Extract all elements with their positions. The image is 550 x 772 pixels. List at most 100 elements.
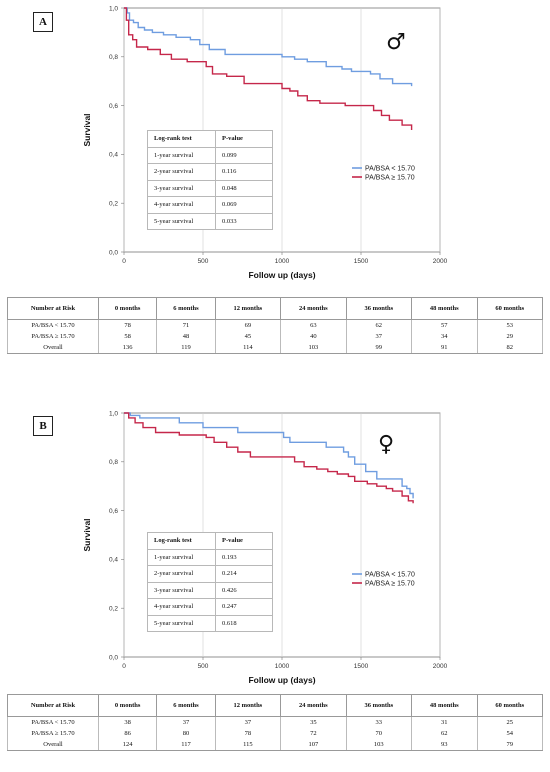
x-tick-label: 2000 (433, 258, 448, 265)
risk-cell: 103 (345, 739, 413, 751)
risk-header: 0 months (97, 297, 158, 320)
risk-cell: 35 (280, 716, 347, 728)
risk-header: 48 months (411, 297, 478, 320)
logrank-row: 5-year survival 0.618 (147, 614, 273, 632)
survival-chart-female: 0 500 1000 1500 2000 0,0 0,2 0,4 0,6 0,8 1,0 Follow… (82, 410, 448, 685)
risk-cell: 115 (214, 739, 282, 751)
y-tick-label: 0,4 (109, 152, 118, 159)
y-axis-title: Survival (82, 113, 92, 146)
y-tick-label: 1,0 (109, 5, 118, 12)
logrank-row: 1-year survival 0.099 (147, 146, 273, 164)
risk-group: PA/BSA < 15.70 (7, 716, 99, 728)
risk-header-row: Number at Risk 0 months 6 months 12 mont… (7, 297, 543, 320)
x-tick-label: 1500 (354, 663, 369, 670)
risk-group: Overall (7, 739, 99, 751)
logrank-header-test: Log-rank test (147, 532, 216, 550)
risk-cell: 31 (411, 716, 478, 728)
risk-cell: 93 (411, 739, 478, 751)
y-tick-label: 0,2 (109, 201, 118, 208)
risk-cell: 71 (156, 319, 216, 331)
risk-group: Overall (7, 342, 99, 354)
risk-cell: 48 (156, 331, 216, 342)
risk-header: 6 months (156, 694, 216, 717)
risk-header: 36 months (345, 694, 413, 717)
logrank-pvalue: 0.048 (215, 179, 273, 197)
x-tick-label: 500 (198, 663, 209, 670)
x-tick-label: 1500 (354, 258, 369, 265)
risk-cell: 34 (411, 331, 478, 342)
risk-cell: 78 (97, 319, 158, 331)
logrank-row: 3-year survival 0.426 (147, 581, 273, 599)
logrank-row: 1-year survival 0.193 (147, 548, 273, 566)
risk-header: Number at Risk (7, 297, 99, 320)
legend-label: PA/BSA < 15.70 (365, 166, 415, 173)
logrank-test-name: 2-year survival (147, 565, 216, 583)
x-tick-label: 0 (122, 258, 126, 265)
risk-cell: 58 (97, 331, 158, 342)
logrank-pvalue: 0.247 (215, 598, 273, 616)
x-tick-label: 1000 (275, 258, 290, 265)
female-symbol-icon: ♀ (378, 432, 394, 457)
risk-cell: 62 (345, 319, 413, 331)
logrank-test-name: 5-year survival (147, 614, 216, 632)
risk-cell: 107 (280, 739, 347, 751)
risk-row: Overall 136 119 114 103 99 91 82 (7, 342, 543, 354)
risk-cell: 79 (476, 739, 543, 751)
risk-header: 24 months (280, 297, 347, 320)
legend-label: PA/BSA ≥ 15.70 (365, 175, 415, 182)
risk-header: 12 months (214, 297, 282, 320)
logrank-header-pvalue: P-value (215, 130, 273, 148)
logrank-test-name: 2-year survival (147, 163, 216, 181)
logrank-test-name: 4-year survival (147, 196, 216, 214)
risk-header: 24 months (280, 694, 347, 717)
survival-curve-low-pabsa (124, 412, 414, 499)
logrank-header-row: Log-rank test P-value (147, 532, 273, 550)
logrank-pvalue: 0.618 (215, 614, 273, 632)
logrank-row: 4-year survival 0.069 (147, 196, 273, 214)
risk-header: 60 months (476, 694, 543, 717)
risk-cell: 70 (345, 728, 413, 739)
logrank-pvalue: 0.426 (215, 581, 273, 599)
x-tick-label: 500 (198, 258, 209, 265)
risk-cell: 69 (214, 319, 282, 331)
logrank-pvalue: 0.214 (215, 565, 273, 583)
risk-cell: 114 (214, 342, 282, 354)
logrank-pvalue: 0.033 (215, 212, 273, 230)
x-axis-title: Follow up (days) (248, 675, 315, 685)
logrank-row: 2-year survival 0.214 (147, 565, 273, 583)
y-axis-title: Survival (82, 518, 92, 551)
logrank-table-b: Log-rank test P-value 1-year survival 0.1… (147, 532, 273, 632)
risk-row: PA/BSA < 15.70 78 71 69 63 62 57 53 (7, 319, 543, 331)
survival-curve-high-pabsa (124, 7, 413, 130)
panel-b-label: B (33, 416, 53, 436)
logrank-row: 2-year survival 0.116 (147, 163, 273, 181)
risk-cell: 78 (214, 728, 282, 739)
survival-curve-high-pabsa (124, 412, 414, 504)
logrank-test-name: 1-year survival (147, 548, 216, 566)
x-tick-label: 0 (122, 663, 126, 670)
risk-cell: 38 (97, 716, 158, 728)
risk-cell: 91 (411, 342, 478, 354)
risk-cell: 119 (156, 342, 216, 354)
risk-cell: 54 (476, 728, 543, 739)
logrank-header-pvalue: P-value (215, 532, 273, 550)
risk-cell: 63 (280, 319, 347, 331)
logrank-row: 4-year survival 0.247 (147, 598, 273, 616)
risk-cell: 37 (156, 716, 216, 728)
survival-chart-male: 0 500 1000 1500 2000 0,0 0,2 0,4 0,6 0,8 1,0 Follow… (82, 5, 448, 280)
x-axis-title: Follow up (days) (248, 270, 315, 280)
logrank-test-name: 1-year survival (147, 146, 216, 164)
risk-header: 36 months (345, 297, 413, 320)
risk-header: 48 months (411, 694, 478, 717)
logrank-header-test: Log-rank test (147, 130, 216, 148)
risk-cell: 37 (214, 716, 282, 728)
risk-cell: 99 (345, 342, 413, 354)
y-tick-label: 0,0 (109, 654, 118, 661)
risk-cell: 82 (476, 342, 543, 354)
legend-label: PA/BSA < 15.70 (365, 572, 415, 579)
risk-table-a: Number at Risk 0 months 6 months 12 mont… (7, 297, 543, 354)
logrank-row: 5-year survival 0.033 (147, 212, 273, 230)
logrank-table-a: Log-rank test P-value 1-year survival 0.0… (147, 130, 273, 230)
risk-cell: 103 (280, 342, 347, 354)
logrank-test-name: 4-year survival (147, 598, 216, 616)
